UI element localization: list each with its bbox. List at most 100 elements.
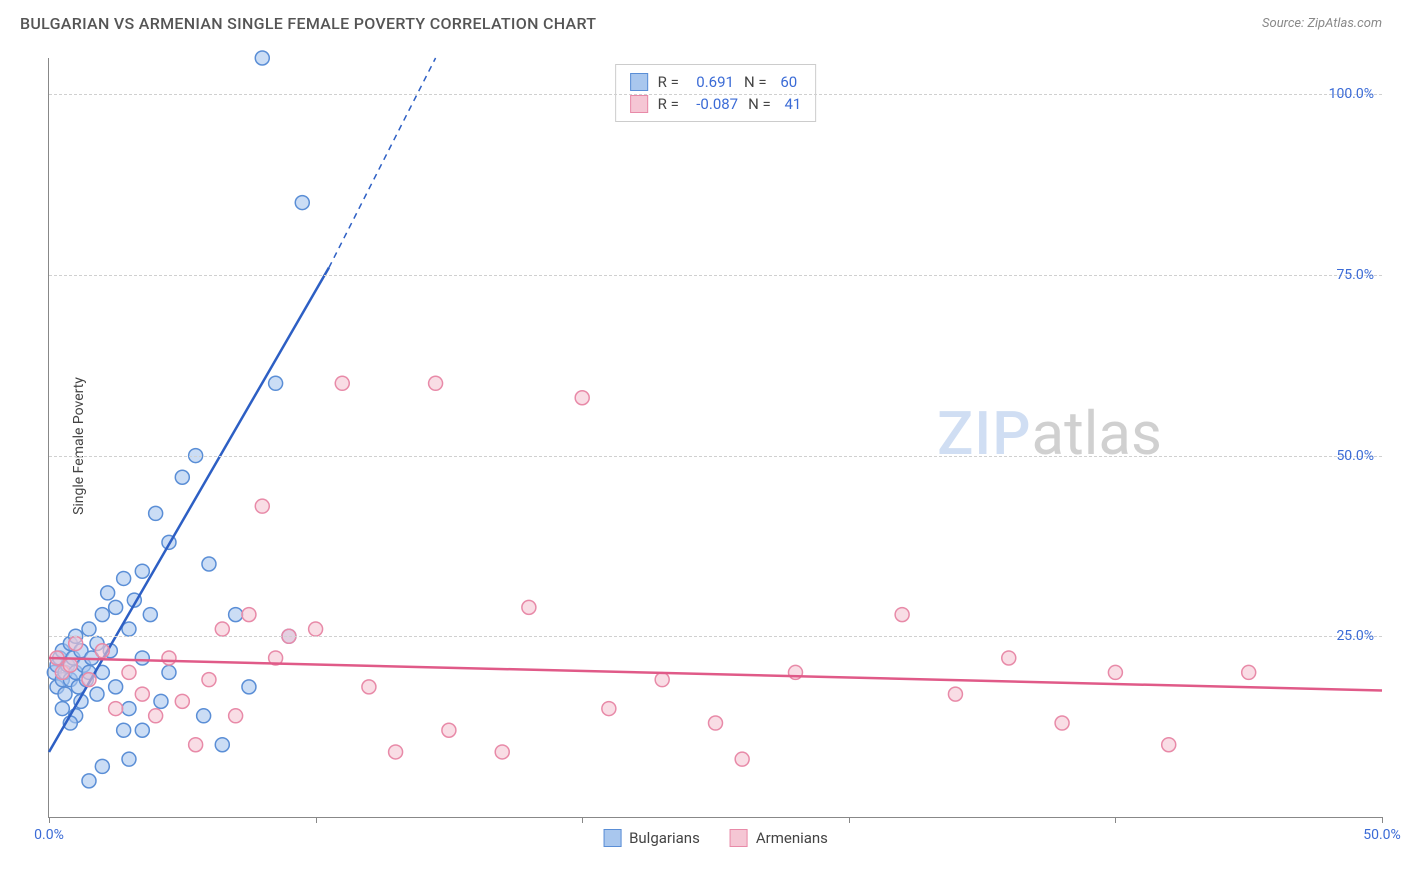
legend-item-armenians: Armenians — [730, 829, 828, 847]
scatter-point-bulgarians — [143, 608, 157, 622]
scatter-point-armenians — [189, 738, 203, 752]
scatter-point-armenians — [69, 637, 83, 651]
scatter-point-bulgarians — [135, 723, 149, 737]
scatter-point-armenians — [63, 658, 77, 672]
scatter-point-armenians — [175, 694, 189, 708]
scatter-point-armenians — [215, 622, 229, 636]
scatter-point-armenians — [655, 673, 669, 687]
r-label-0: R = — [658, 73, 679, 91]
ytick-label: 100.0% — [1329, 86, 1374, 102]
scatter-point-armenians — [895, 608, 909, 622]
xtick — [582, 817, 583, 823]
scatter-point-armenians — [1108, 665, 1122, 679]
scatter-point-armenians — [709, 716, 723, 730]
scatter-point-bulgarians — [162, 665, 176, 679]
scatter-point-armenians — [429, 376, 443, 390]
xtick — [316, 817, 317, 823]
scatter-point-armenians — [162, 651, 176, 665]
plot-area: ZIPatlas R = 0.691 N = 60 R = -0.087 N =… — [48, 58, 1382, 818]
legend-row-armenians: R = -0.087 N = 41 — [630, 93, 802, 115]
scatter-point-armenians — [389, 745, 403, 759]
scatter-point-armenians — [948, 687, 962, 701]
scatter-point-bulgarians — [175, 470, 189, 484]
ytick-label: 75.0% — [1336, 267, 1374, 283]
xtick — [849, 817, 850, 823]
scatter-point-bulgarians — [95, 759, 109, 773]
legend-item-bulgarians: Bulgarians — [603, 829, 700, 847]
scatter-point-bulgarians — [197, 709, 211, 723]
regression-dash-bulgarians — [329, 58, 436, 268]
scatter-point-bulgarians — [135, 564, 149, 578]
scatter-point-armenians — [522, 600, 536, 614]
r-value-bulgarians: 0.691 — [689, 73, 734, 91]
scatter-point-bulgarians — [58, 687, 72, 701]
legend-label-armenians: Armenians — [756, 829, 828, 847]
scatter-point-bulgarians — [202, 557, 216, 571]
scatter-point-armenians — [82, 673, 96, 687]
source-label: Source: — [1262, 16, 1304, 31]
xtick-label: 50.0% — [1363, 827, 1401, 843]
scatter-point-bulgarians — [215, 738, 229, 752]
scatter-point-armenians — [309, 622, 323, 636]
scatter-point-bulgarians — [149, 506, 163, 520]
scatter-point-bulgarians — [109, 600, 123, 614]
scatter-point-armenians — [202, 673, 216, 687]
scatter-point-bulgarians — [109, 680, 123, 694]
gridline-h — [49, 456, 1382, 457]
swatch-armenians — [630, 95, 648, 113]
xtick — [1382, 817, 1383, 823]
scatter-point-armenians — [122, 665, 136, 679]
scatter-point-armenians — [1242, 665, 1256, 679]
scatter-point-bulgarians — [82, 622, 96, 636]
gridline-h — [49, 636, 1382, 637]
chart-canvas — [49, 58, 1382, 817]
xtick — [49, 817, 50, 823]
scatter-point-armenians — [135, 687, 149, 701]
source-name: ZipAtlas.com — [1307, 16, 1382, 31]
gridline-h — [49, 94, 1382, 95]
legend-series: Bulgarians Armenians — [603, 829, 828, 847]
scatter-point-bulgarians — [82, 774, 96, 788]
chart-title: BULGARIAN VS ARMENIAN SINGLE FEMALE POVE… — [20, 14, 596, 33]
source-attribution: Source: ZipAtlas.com — [1262, 16, 1382, 31]
scatter-point-bulgarians — [135, 651, 149, 665]
scatter-point-bulgarians — [122, 702, 136, 716]
scatter-point-armenians — [1055, 716, 1069, 730]
scatter-point-bulgarians — [255, 51, 269, 65]
scatter-point-armenians — [1162, 738, 1176, 752]
swatch-bulgarians — [630, 73, 648, 91]
scatter-point-armenians — [575, 391, 589, 405]
scatter-point-bulgarians — [229, 608, 243, 622]
scatter-point-armenians — [1002, 651, 1016, 665]
scatter-point-armenians — [109, 702, 123, 716]
n-value-bulgarians: 60 — [777, 73, 798, 91]
scatter-point-armenians — [242, 608, 256, 622]
xtick — [1115, 817, 1116, 823]
scatter-point-bulgarians — [90, 687, 104, 701]
scatter-point-bulgarians — [242, 680, 256, 694]
ytick-label: 25.0% — [1336, 628, 1374, 644]
n-label-1: N = — [748, 95, 771, 113]
scatter-point-bulgarians — [154, 694, 168, 708]
r-label-1: R = — [658, 95, 679, 113]
scatter-point-bulgarians — [117, 571, 131, 585]
scatter-point-bulgarians — [295, 196, 309, 210]
ytick-label: 50.0% — [1336, 448, 1374, 464]
scatter-point-armenians — [495, 745, 509, 759]
scatter-point-armenians — [149, 709, 163, 723]
scatter-point-armenians — [602, 702, 616, 716]
scatter-point-bulgarians — [55, 702, 69, 716]
legend-row-bulgarians: R = 0.691 N = 60 — [630, 71, 802, 93]
n-label-0: N = — [744, 73, 767, 91]
n-value-armenians: 41 — [781, 95, 802, 113]
xtick-label: 0.0% — [34, 827, 64, 843]
scatter-point-bulgarians — [117, 723, 131, 737]
legend-stats: R = 0.691 N = 60 R = -0.087 N = 41 — [615, 64, 817, 122]
scatter-point-bulgarians — [122, 752, 136, 766]
scatter-point-armenians — [229, 709, 243, 723]
swatch-armenians-bottom — [730, 829, 748, 847]
scatter-point-armenians — [95, 644, 109, 658]
scatter-point-bulgarians — [269, 376, 283, 390]
scatter-point-bulgarians — [95, 608, 109, 622]
swatch-bulgarians-bottom — [603, 829, 621, 847]
